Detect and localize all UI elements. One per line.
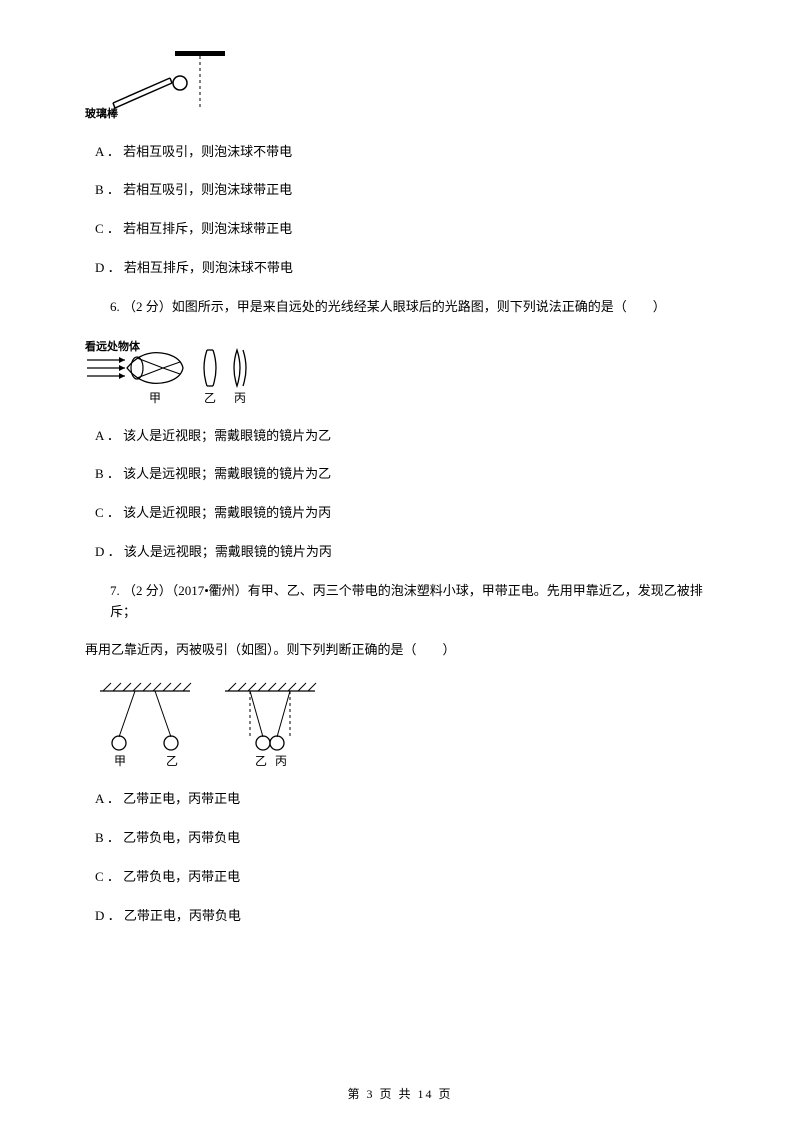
q5-option-c: C ． 若相互排斥，则泡沫球带正电: [95, 219, 715, 240]
svg-text:甲: 甲: [114, 754, 126, 768]
glass-rod-label: 玻璃棒: [85, 106, 715, 124]
q6-stem: 6. （2 分）如图所示，甲是来自远处的光线经某人眼球后的光路图，则下列说法正确…: [110, 297, 715, 318]
q6-option-c: C ． 该人是近视眼；需戴眼镜的镜片为丙: [95, 503, 715, 524]
svg-text:丙: 丙: [275, 754, 287, 768]
fig-caption-bing: 丙: [234, 391, 246, 405]
q5-figure: 玻璃棒: [85, 48, 715, 124]
q6-option-a: A ． 该人是近视眼；需戴眼镜的镜片为乙: [95, 426, 715, 447]
q7-option-d: D ． 乙带正电，丙带负电: [95, 906, 715, 927]
foam-balls-diagram: 甲 乙 乙 丙: [95, 679, 325, 771]
q7-figure: 甲 乙 乙 丙: [95, 679, 715, 771]
svg-text:乙: 乙: [255, 754, 267, 768]
q6-option-d: D ． 该人是远视眼；需戴眼镜的镜片为丙: [95, 542, 715, 563]
q7-option-a: A ． 乙带正电，丙带正电: [95, 789, 715, 810]
q7-option-c: C ． 乙带负电，丙带正电: [95, 867, 715, 888]
q6-figure: 看远处物体 甲 乙 丙: [85, 336, 715, 408]
svg-text:乙: 乙: [166, 754, 178, 768]
svg-text:看远处物体: 看远处物体: [85, 339, 141, 353]
eye-lens-diagram: 看远处物体 甲 乙 丙: [85, 336, 265, 408]
q7-stem-line1: 7. （2 分）（2017•衢州）有甲、乙、丙三个带电的泡沫塑料小球，甲带正电。…: [110, 581, 715, 623]
q7-option-b: B ． 乙带负电，丙带负电: [95, 828, 715, 849]
q6-option-b: B ． 该人是远视眼；需戴眼镜的镜片为乙: [95, 464, 715, 485]
q5-option-a: A ． 若相互吸引，则泡沫球不带电: [95, 142, 715, 163]
page-footer: 第 3 页 共 14 页: [0, 1085, 800, 1104]
q7-stem-line2: 再用乙靠近丙，丙被吸引（如图）。则下列判断正确的是（ ）: [85, 640, 715, 661]
fig-caption-jia: 甲: [149, 391, 161, 405]
q5-option-b: B ． 若相互吸引，则泡沫球带正电: [95, 180, 715, 201]
fig-caption-yi: 乙: [204, 391, 216, 405]
q5-option-d: D ． 若相互排斥，则泡沫球不带电: [95, 258, 715, 279]
